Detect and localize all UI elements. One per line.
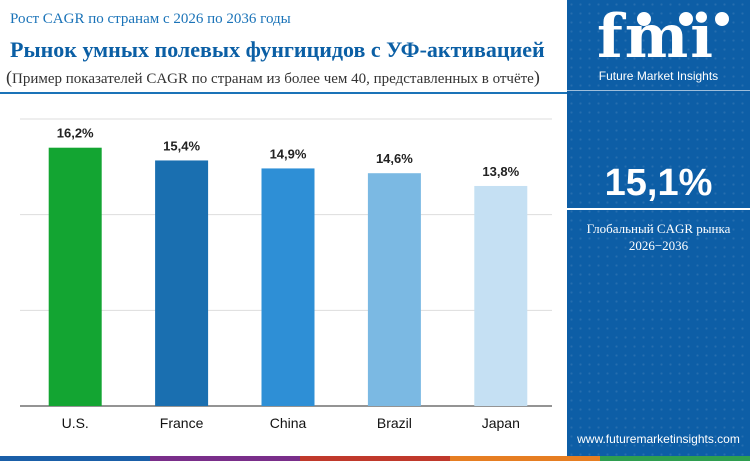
x-tick-label: Japan — [482, 415, 520, 431]
chart-panel: Рост CAGR по странам с 2026 по 2036 годы… — [0, 11, 567, 431]
value-labels: 16,2% 15,4% 14,9% 14,6% 13,8% — [57, 126, 520, 179]
bar-france — [155, 160, 209, 406]
global-cagr-value: 15,1% — [604, 162, 713, 204]
website-link[interactable]: www.futuremarketinsights.com — [577, 432, 740, 446]
bar-value-label: 13,8% — [482, 164, 519, 179]
bar-us — [48, 147, 102, 406]
chart-subtitle: Рост CAGR по странам с 2026 по 2036 годы — [10, 11, 291, 27]
globe-icon — [679, 12, 693, 26]
x-tick-label: China — [270, 415, 307, 431]
logo-caption: Future Market Insights — [598, 69, 719, 83]
stripe-segment — [0, 456, 151, 461]
stripe-segment — [300, 456, 451, 461]
chart-note: (Пример показателей CAGR по странам из б… — [6, 67, 540, 87]
x-tick-label: U.S. — [62, 415, 89, 431]
chart-note-text: Пример показателей CAGR по странам из бо… — [12, 71, 534, 87]
x-tick-labels: U.S. France China Brazil Japan — [62, 415, 520, 431]
stripe-segment — [150, 456, 301, 461]
chart-title: Рынок умных полевых фунгицидов с УФ-акти… — [10, 37, 545, 62]
fmi-logo: fmi — [597, 2, 716, 72]
bar-japan — [474, 185, 528, 406]
bar-china — [261, 168, 315, 406]
x-tick-label: France — [160, 415, 204, 431]
global-cagr-years: 2026−2036 — [628, 238, 689, 253]
globe-icon — [715, 12, 729, 26]
title-divider — [0, 92, 567, 94]
x-tick-label: Brazil — [377, 415, 412, 431]
bar-value-label: 16,2% — [57, 126, 94, 141]
bar-chart: 16,2% 15,4% 14,9% 14,6% 13,8% U.S. France Chin… — [20, 118, 552, 431]
bar-brazil — [367, 173, 421, 406]
stripe-segment — [450, 456, 601, 461]
kpi-divider — [567, 208, 750, 210]
logo-divider — [567, 90, 750, 91]
bars — [48, 147, 528, 406]
global-cagr-label: Глобальный CAGR рынка — [586, 221, 731, 236]
bar-value-label: 14,6% — [376, 151, 413, 166]
globe-icon — [637, 12, 651, 26]
bar-value-label: 15,4% — [163, 138, 200, 153]
sidebar: fmi Future Market Insights 15,1% Глобаль… — [567, 0, 750, 461]
stripe-segment — [600, 456, 750, 461]
bar-value-label: 14,9% — [270, 146, 307, 161]
